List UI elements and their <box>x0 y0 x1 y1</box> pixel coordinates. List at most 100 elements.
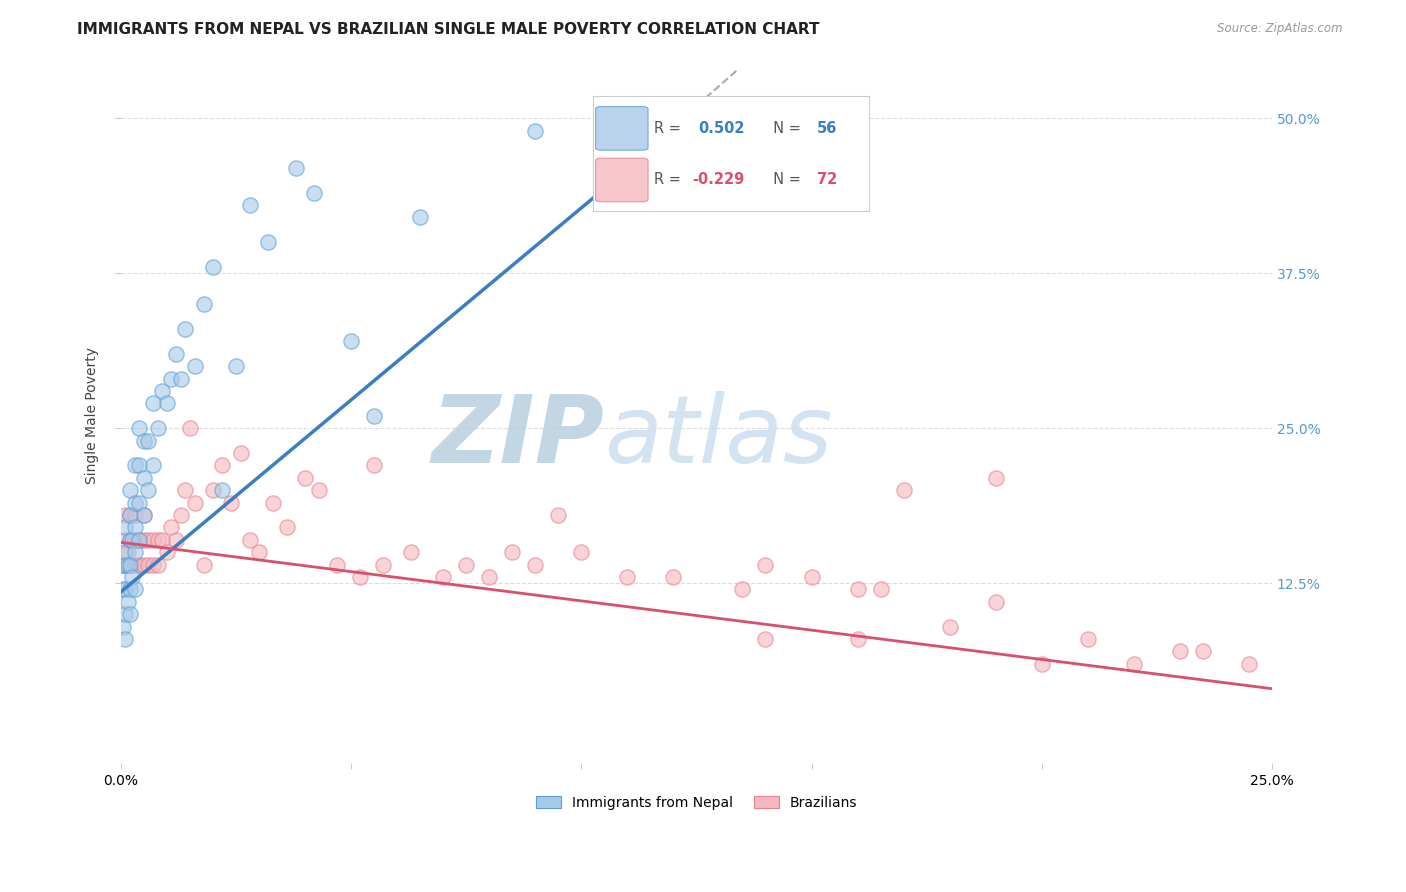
Point <box>183 496 205 510</box>
Point <box>114 520 136 534</box>
Point <box>302 186 325 200</box>
Point <box>165 533 187 547</box>
Point <box>211 483 233 498</box>
Point <box>128 458 150 473</box>
Point <box>399 545 422 559</box>
Legend: Immigrants from Nepal, Brazilians: Immigrants from Nepal, Brazilians <box>530 790 863 815</box>
Point <box>150 384 173 398</box>
Point <box>170 508 193 522</box>
Point <box>121 570 143 584</box>
Point <box>893 483 915 498</box>
Point <box>478 570 501 584</box>
Point <box>156 396 179 410</box>
Point <box>118 508 141 522</box>
Point <box>112 620 135 634</box>
Point <box>432 570 454 584</box>
Point <box>984 471 1007 485</box>
Point <box>211 458 233 473</box>
Point <box>501 545 523 559</box>
Point <box>114 558 136 572</box>
Point <box>349 570 371 584</box>
Point <box>160 520 183 534</box>
Point <box>160 371 183 385</box>
Point <box>754 558 776 572</box>
Point <box>170 371 193 385</box>
Point <box>114 558 136 572</box>
Point <box>276 520 298 534</box>
Point <box>938 620 960 634</box>
Point <box>132 434 155 448</box>
Point <box>142 533 165 547</box>
Point <box>114 582 136 597</box>
Point <box>117 595 139 609</box>
Point <box>616 570 638 584</box>
Point <box>124 496 146 510</box>
Point <box>117 558 139 572</box>
Point <box>239 533 262 547</box>
Point <box>201 483 224 498</box>
Point <box>114 533 136 547</box>
Point <box>124 558 146 572</box>
Point <box>1192 644 1215 658</box>
Point <box>128 533 150 547</box>
Point <box>146 421 169 435</box>
Point <box>524 123 547 137</box>
Point <box>128 558 150 572</box>
Point <box>456 558 478 572</box>
Point <box>201 260 224 274</box>
Point <box>284 161 307 175</box>
Point <box>247 545 270 559</box>
Point <box>138 533 160 547</box>
Point <box>547 508 569 522</box>
Point <box>229 446 252 460</box>
Point <box>124 545 146 559</box>
Point <box>179 421 201 435</box>
Point <box>1122 657 1144 671</box>
Point <box>128 496 150 510</box>
Point <box>174 483 197 498</box>
Point <box>132 533 155 547</box>
Point <box>308 483 330 498</box>
Point <box>1077 632 1099 646</box>
Point <box>239 198 262 212</box>
Point <box>118 558 141 572</box>
Point <box>146 533 169 547</box>
Point <box>118 533 141 547</box>
Point <box>142 558 165 572</box>
Point <box>800 570 823 584</box>
Point <box>138 483 160 498</box>
Point <box>193 297 215 311</box>
Point <box>118 558 141 572</box>
Point <box>128 421 150 435</box>
Point <box>121 533 143 547</box>
Point <box>114 545 136 559</box>
Point <box>174 322 197 336</box>
Point <box>124 582 146 597</box>
Point <box>257 235 280 249</box>
Point <box>118 533 141 547</box>
Point <box>112 582 135 597</box>
Point <box>225 359 247 374</box>
Point <box>138 558 160 572</box>
Point <box>142 458 165 473</box>
Point <box>132 558 155 572</box>
Point <box>373 558 395 572</box>
Point <box>409 211 432 225</box>
Point <box>156 545 179 559</box>
Point <box>662 111 685 125</box>
Point <box>193 558 215 572</box>
Point <box>1168 644 1191 658</box>
Point <box>114 607 136 622</box>
Point <box>132 471 155 485</box>
Point <box>112 558 135 572</box>
Point <box>340 334 363 349</box>
Point <box>262 496 284 510</box>
Point <box>124 520 146 534</box>
Point <box>363 409 385 423</box>
Point <box>124 533 146 547</box>
Point <box>294 471 316 485</box>
Point <box>114 508 136 522</box>
Point <box>165 347 187 361</box>
Point <box>118 483 141 498</box>
Y-axis label: Single Male Poverty: Single Male Poverty <box>86 347 100 484</box>
